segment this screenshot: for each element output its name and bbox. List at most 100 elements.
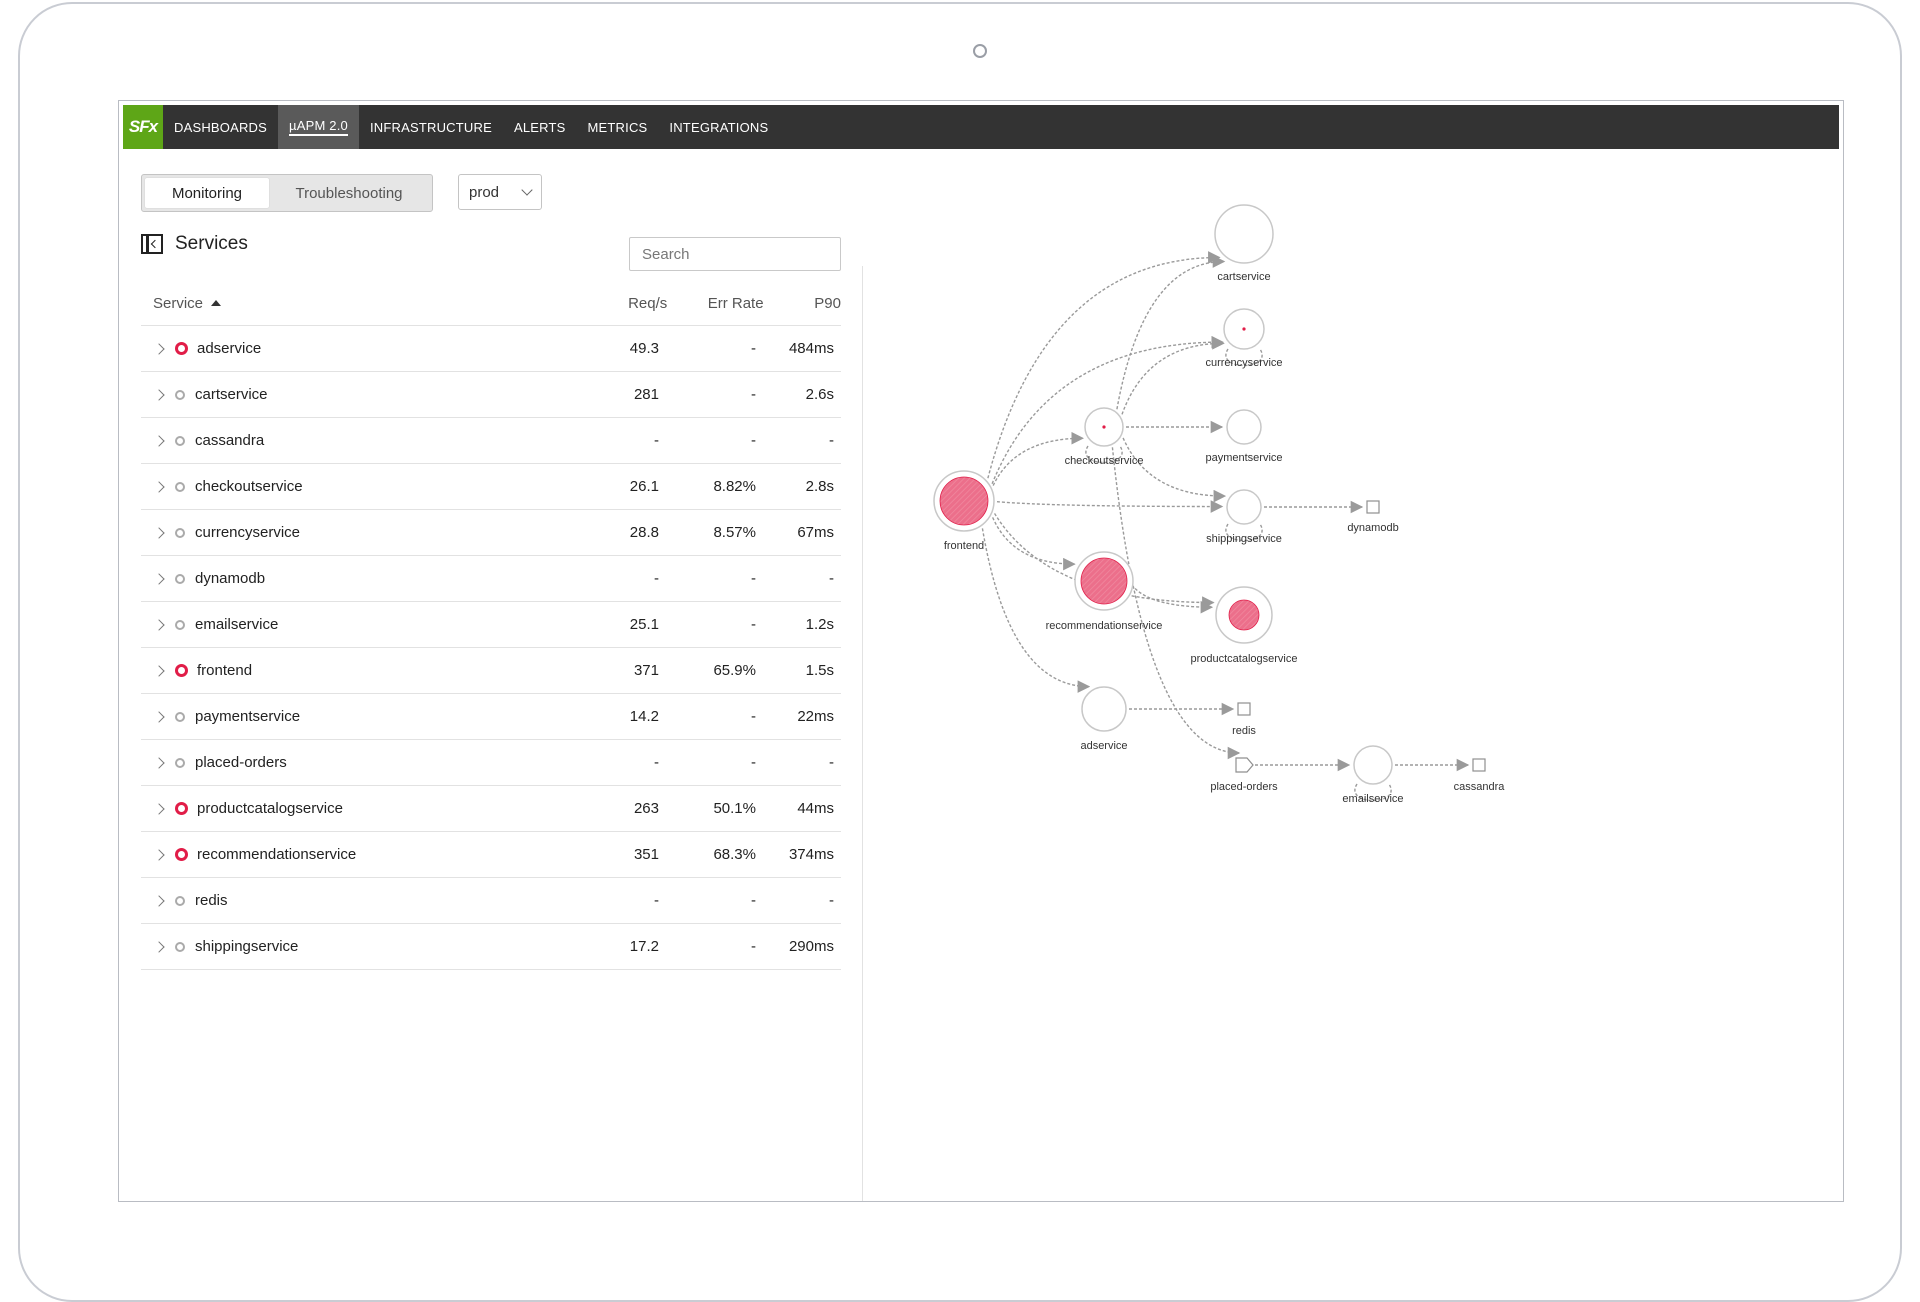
table-row[interactable]: redis - - - [141, 878, 841, 924]
table-row[interactable]: productcatalogservice 263 50.1% 44ms [141, 786, 841, 832]
p90-cell: - [829, 892, 834, 909]
service-name[interactable]: paymentservice [195, 708, 301, 725]
map-node-recommendationservice[interactable]: recommendationservice [1046, 551, 1163, 632]
p90-cell: 1.2s [805, 616, 834, 633]
service-name[interactable]: productcatalogservice [197, 800, 343, 817]
edge-checkoutservice-to-currencyservice [1121, 337, 1225, 415]
table-header: Service Req/s Err Rate P90 [141, 281, 841, 326]
map-node-adservice[interactable]: adservice [1080, 686, 1128, 752]
table-row[interactable]: cartservice 281 - 2.6s [141, 372, 841, 418]
map-node-paymentservice[interactable]: paymentservice [1205, 409, 1283, 464]
service-cell: shippingservice [141, 938, 561, 955]
req-rate-cell: 17.2 [629, 938, 659, 955]
chevron-right-icon[interactable] [153, 710, 165, 723]
column-label: Service [153, 294, 204, 312]
map-node-placed-orders[interactable]: placed-orders [1210, 757, 1278, 793]
collapse-panel-icon[interactable] [141, 234, 163, 254]
map-node-cartservice[interactable]: cartservice [1214, 204, 1274, 283]
service-name[interactable]: checkoutservice [195, 478, 303, 495]
environment-select[interactable]: prod [458, 174, 542, 210]
table-row[interactable]: recommendationservice 351 68.3% 374ms [141, 832, 841, 878]
chevron-right-icon[interactable] [153, 894, 165, 907]
nav-apm[interactable]: µAPM 2.0 [278, 105, 359, 149]
chevron-right-icon[interactable] [153, 618, 165, 631]
service-name[interactable]: shippingservice [195, 938, 299, 955]
map-node-shippingservice[interactable]: shippingservice [1206, 489, 1282, 545]
signalfx-logo[interactable]: SFx [123, 105, 163, 149]
nav-alerts[interactable]: ALERTS [503, 105, 577, 149]
err-rate-cell: - [751, 754, 756, 771]
map-node-label: cassandra [1454, 781, 1506, 793]
p90-cell: - [829, 570, 834, 587]
chevron-right-icon[interactable] [153, 526, 165, 539]
chevron-right-icon[interactable] [153, 342, 165, 355]
map-node-emailservice[interactable]: emailservice [1342, 745, 1404, 805]
table-row[interactable]: emailservice 25.1 - 1.2s [141, 602, 841, 648]
chevron-right-icon[interactable] [153, 572, 165, 585]
status-indicator-icon [175, 342, 188, 355]
nav-label: ALERTS [513, 119, 566, 135]
chevron-right-icon[interactable] [153, 480, 165, 493]
table-body: adservice 49.3-484ms cartservice 281-2.6s ca… [141, 326, 841, 970]
service-name[interactable]: placed-orders [195, 754, 287, 771]
map-node-checkoutservice[interactable]: checkoutservice [1065, 407, 1144, 467]
service-name[interactable]: currencyservice [195, 524, 301, 541]
chevron-right-icon[interactable] [153, 848, 165, 861]
service-name[interactable]: redis [195, 892, 228, 909]
service-cell: dynamodb [141, 570, 561, 587]
tab-monitoring[interactable]: Monitoring [145, 178, 269, 208]
service-name[interactable]: cassandra [195, 432, 265, 449]
map-node-dynamodb[interactable]: dynamodb [1347, 500, 1399, 534]
nav-infrastructure[interactable]: INFRASTRUCTURE [359, 105, 503, 149]
table-row[interactable]: checkoutservice 26.1 8.82% 2.8s [141, 464, 841, 510]
p90-cell: 290ms [788, 938, 834, 955]
service-name[interactable]: recommendationservice [197, 846, 357, 863]
nav-label: DASHBOARDS [174, 119, 268, 135]
table-row[interactable]: paymentservice 14.2 - 22ms [141, 694, 841, 740]
column-service[interactable]: Service [141, 295, 570, 312]
service-node-circle [1214, 204, 1274, 264]
app-screen: SFx DASHBOARDS µAPM 2.0 INFRASTRUCTURE A… [118, 100, 1844, 1202]
table-row[interactable]: shippingservice 17.2 - 290ms [141, 924, 841, 970]
edge-frontend-to-shippingservice [996, 500, 1224, 513]
chevron-right-icon[interactable] [153, 388, 165, 401]
search-input[interactable] [629, 237, 841, 271]
table-row[interactable]: cassandra - - - [141, 418, 841, 464]
chevron-right-icon[interactable] [153, 664, 165, 677]
column-p90[interactable]: P90 [814, 294, 841, 312]
column-req[interactable]: Req/s [628, 294, 668, 312]
chevron-right-icon[interactable] [153, 940, 165, 953]
table-row[interactable]: adservice 49.3 - 484ms [141, 326, 841, 372]
service-name[interactable]: cartservice [195, 386, 268, 403]
chevron-right-icon[interactable] [153, 802, 165, 815]
map-node-frontend[interactable]: frontend [933, 470, 995, 552]
p90-cell: 374ms [788, 846, 834, 863]
nav-integrations[interactable]: INTEGRATIONS [658, 105, 779, 149]
req-rate-cell: - [654, 754, 659, 771]
p90-cell: 44ms [797, 800, 834, 817]
service-name[interactable]: frontend [197, 662, 253, 679]
req-rate-cell: 371 [633, 662, 659, 679]
service-name[interactable]: emailservice [195, 616, 279, 633]
map-node-cassandra[interactable]: cassandra [1454, 758, 1506, 793]
table-row[interactable]: currencyservice 28.8 8.57% 67ms [141, 510, 841, 556]
p90-cell: 2.6s [805, 386, 834, 403]
err-rate-cell: - [751, 570, 756, 587]
map-node-currencyservice[interactable]: currencyservice [1205, 308, 1283, 369]
column-err-rate[interactable]: Err Rate [707, 294, 764, 312]
map-node-productcatalogservice[interactable]: productcatalogservice [1190, 586, 1298, 665]
map-node-redis[interactable]: redis [1232, 702, 1256, 737]
nav-dashboards[interactable]: DASHBOARDS [163, 105, 278, 149]
nav-metrics[interactable]: METRICS [577, 105, 659, 149]
table-row[interactable]: frontend 371 65.9% 1.5s [141, 648, 841, 694]
chevron-right-icon[interactable] [153, 756, 165, 769]
service-name[interactable]: adservice [197, 340, 262, 357]
status-indicator-icon [175, 848, 188, 861]
map-node-label: currencyservice [1205, 357, 1282, 369]
nav-label: INFRASTRUCTURE [369, 119, 492, 135]
table-row[interactable]: placed-orders - - - [141, 740, 841, 786]
tab-troubleshooting[interactable]: Troubleshooting [295, 184, 403, 202]
table-row[interactable]: dynamodb - - - [141, 556, 841, 602]
service-name[interactable]: dynamodb [195, 570, 266, 587]
chevron-right-icon[interactable] [153, 434, 165, 447]
